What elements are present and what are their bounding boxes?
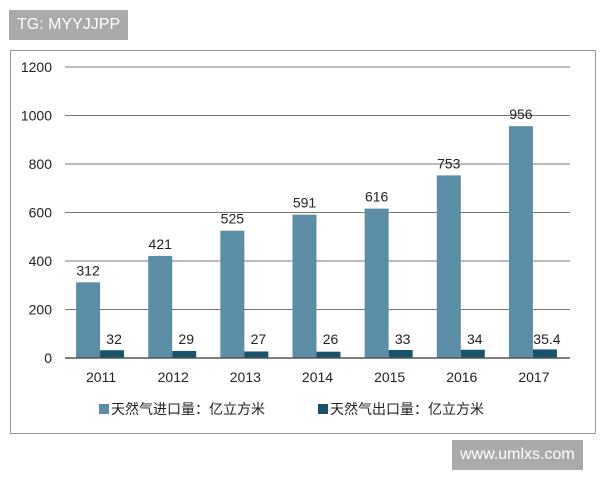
x-tick-label: 2016: [446, 369, 477, 385]
data-label: 956: [509, 106, 533, 122]
y-tick-label: 0: [44, 350, 52, 366]
bar-export: [460, 349, 485, 358]
data-label: 753: [437, 155, 461, 171]
data-label: 591: [293, 195, 317, 211]
data-label: 32: [106, 331, 122, 347]
x-tick-label: 2014: [302, 369, 333, 385]
watermark-top: TG: MYYJJPP: [9, 10, 129, 40]
watermark-bottom: www.umlxs.com: [452, 440, 583, 470]
x-tick-label: 2017: [518, 369, 549, 385]
legend-label: 天然气进口量：亿立方米: [111, 401, 265, 417]
data-label: 616: [365, 189, 389, 205]
x-tick-label: 2013: [230, 369, 261, 385]
data-label: 421: [149, 236, 173, 252]
data-label: 33: [395, 331, 411, 347]
y-tick-label: 1000: [21, 108, 52, 124]
data-label: 29: [178, 331, 194, 347]
y-tick-label: 1200: [21, 59, 52, 75]
bar-import: [220, 230, 245, 358]
x-tick-label: 2012: [158, 369, 189, 385]
data-label: 525: [221, 211, 245, 227]
bar-export: [172, 350, 197, 358]
bar-export: [388, 349, 413, 358]
x-tick-label: 2011: [86, 369, 116, 385]
bar-export: [100, 350, 125, 358]
x-tick-label: 2015: [374, 369, 405, 385]
bar-export: [244, 351, 269, 358]
legend-label: 天然气出口量：亿立方米: [330, 401, 484, 417]
bar-import: [148, 255, 173, 358]
data-label: 34: [467, 331, 483, 347]
legend-swatch: [99, 404, 109, 414]
data-label: 35.4: [533, 331, 560, 347]
y-tick-label: 600: [29, 205, 53, 221]
bar-export: [316, 351, 341, 358]
y-tick-label: 400: [29, 253, 53, 269]
bar-import: [436, 175, 461, 358]
bar-import: [292, 214, 317, 358]
y-tick-label: 200: [29, 302, 53, 318]
data-label: 312: [76, 262, 100, 278]
legend-swatch: [318, 404, 328, 414]
bar-import: [76, 282, 101, 358]
data-label: 26: [323, 331, 339, 347]
data-label: 27: [251, 331, 267, 347]
bar-import: [364, 208, 389, 358]
y-tick-label: 800: [29, 156, 53, 172]
bar-import: [508, 126, 533, 358]
bar-export: [532, 349, 557, 358]
chart-frame: [10, 50, 596, 434]
